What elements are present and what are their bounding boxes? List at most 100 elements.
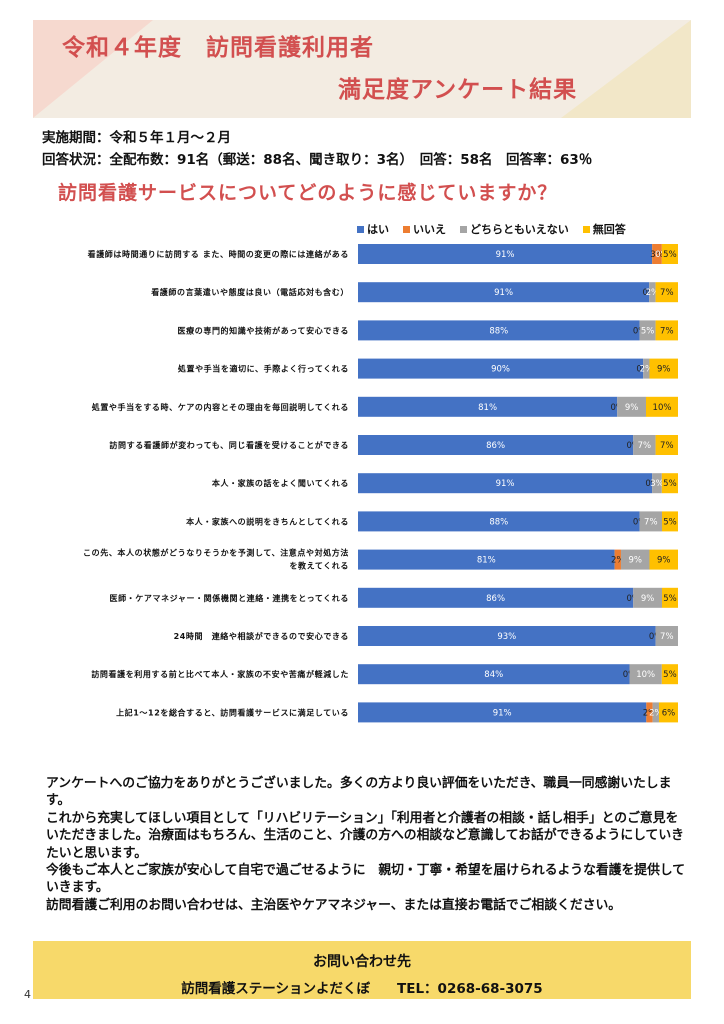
bar-segment-yes [358,511,640,532]
bar-segment-neutral [643,358,650,379]
bar-segment-none [658,702,678,723]
bar-value-label: 9% [641,594,655,604]
bar-value-label: 7% [644,517,658,527]
bar-value-label: 81% [477,556,496,566]
message-paragraph: 訪問看護ご利用のお問い合わせは、主治医やケアマネジャー、または直接お電話でご相談… [46,897,622,913]
bar-segment-yes [358,664,630,685]
category-label: この先、本人の状態がどうなりそうかを予測して、注意点や対処方法 [83,548,349,558]
bar-value-label: 5% [663,594,677,604]
bar-value-label: 93% [497,632,516,642]
bar-value-label: 6% [662,708,676,718]
bar-segment-neutral [629,664,662,685]
legend-item-no: いいえ [403,222,446,236]
survey-status: 回答状況：全配布数：91名（郵送：88名、聞き取り：3名） 回答：58名 回答率… [42,152,593,168]
legend-swatch-neutral [460,225,467,233]
bar-segment-yes [358,702,647,723]
bar-segment-none [655,320,678,341]
bar-segment-none [649,358,678,379]
bar-value-label: 7% [660,632,674,642]
bar-segment-none [649,549,678,570]
bar-value-label: 9% [625,403,639,413]
bar-segment-yes [358,282,650,303]
bar-value-label: 5% [663,479,677,489]
page-title-line1: 令和４年度 訪問看護利用者 [62,35,374,61]
bar-segment-neutral [639,511,662,532]
bar-segment-none [661,473,678,494]
bar-value-label: 91% [496,250,515,260]
bar-segment-neutral [633,435,656,455]
banner-decoration-left [33,20,153,118]
bar-segment-neutral [655,626,678,646]
bar-segment-neutral [652,702,659,723]
bar-value-label: 7% [660,326,674,336]
legend-item-none: 無回答 [582,222,626,236]
bar-value-label: 2% [643,708,657,718]
bar-value-label: 2% [646,288,660,298]
chart-question: 訪問看護サービスについてどのように感じていますか？ [58,182,558,204]
category-label: 医療の専門的知識や技術があって安心できる [178,325,349,335]
bar-segment-none [661,244,678,264]
category-label: 本人・家族の話をよく聞いてくれる [211,478,349,488]
bar-segment-none [662,587,678,608]
bar-value-label: 88% [489,517,508,527]
bar-segment-none [661,664,678,685]
bar-segment-no [646,702,653,723]
bar-value-label: 9% [657,365,671,375]
bar-segment-none [662,511,678,532]
category-label: 医師・ケアマネジャー・関係機関と連絡・連携をとってくれる [109,593,349,603]
bar-segment-neutral [649,282,656,303]
survey-period: 実施期間：令和５年１月～２月 [42,130,231,146]
legend-label-none: 無回答 [592,223,626,236]
bar-value-label: 10% [636,670,655,680]
category-label: 処置や手当を適切に、手際よく行ってくれる [177,364,349,374]
bar-segment-no [652,244,662,264]
bar-segment-yes [358,396,618,417]
bar-value-label: 2% [611,556,625,566]
message-paragraph: 今後もご本人とご家族が安心して自宅で過ごせるように 親切・丁寧・希望を届けられる… [46,863,686,896]
legend-item-neutral: どちらともいえない [460,222,569,236]
bar-segment-neutral [617,396,646,417]
legend-item-yes: はい [357,222,389,236]
bar-value-label: 5% [663,517,677,527]
bar-segment-none [655,282,678,303]
page-number: 4 [24,988,31,1001]
legend-label-no: いいえ [413,223,446,236]
bar-segment-yes [358,358,644,379]
legend-swatch-none [582,225,590,233]
bar-segment-yes [358,549,615,570]
message-text: アンケートへのご協力をありがとうございました。多くの方より良い評価をいただき、職… [46,775,686,914]
bar-value-label: 84% [484,670,503,680]
contact-detail: 訪問看護ステーションよだくぼ TEL：0268-68-3075 [181,981,543,997]
bar-value-label: 5% [663,250,677,260]
bar-value-label: 2% [649,708,663,718]
bar-segment-yes [358,435,634,455]
category-label: 看護師は時間通りに訪問する また、時間の変更の際には連絡がある [87,249,349,259]
bar-value-label: 81% [478,403,497,413]
bar-segment-neutral [652,473,662,494]
legend-label-neutral: どちらともいえない [470,223,569,236]
bar-segment-yes [358,626,656,646]
chart-legend: はい いいえ どちらともいえない 無回答 [357,222,626,236]
category-label: 処置や手当をする時、ケアの内容とその理由を毎回説明してくれる [91,402,349,412]
bar-value-label: 91% [496,479,515,489]
contact-heading: お問い合わせ先 [313,954,411,970]
bar-value-label: 88% [489,326,508,336]
bar-value-label: 3% [650,479,664,489]
bar-value-label: 3% [650,250,664,260]
bar-segment-yes [358,587,634,608]
bar-value-label: 86% [486,441,505,451]
bar-segment-yes [358,244,653,264]
bar-segment-none [655,435,678,455]
bar-segment-yes [358,320,640,341]
bar-value-label: 7% [638,441,652,451]
bar-value-label: 5% [663,670,677,680]
category-label: 訪問看護を利用する前と比べて本人・家族の不安や苦痛が軽減した [91,669,349,679]
bar-value-label: 9% [628,556,642,566]
bar-value-label: 5% [641,326,655,336]
bar-value-label: 10% [653,403,672,413]
bar-segment-neutral [633,587,662,608]
bar-segment-neutral [639,320,656,341]
banner-decoration-right [561,20,691,118]
legend-swatch-yes [357,225,364,233]
bar-segment-yes [358,473,653,494]
